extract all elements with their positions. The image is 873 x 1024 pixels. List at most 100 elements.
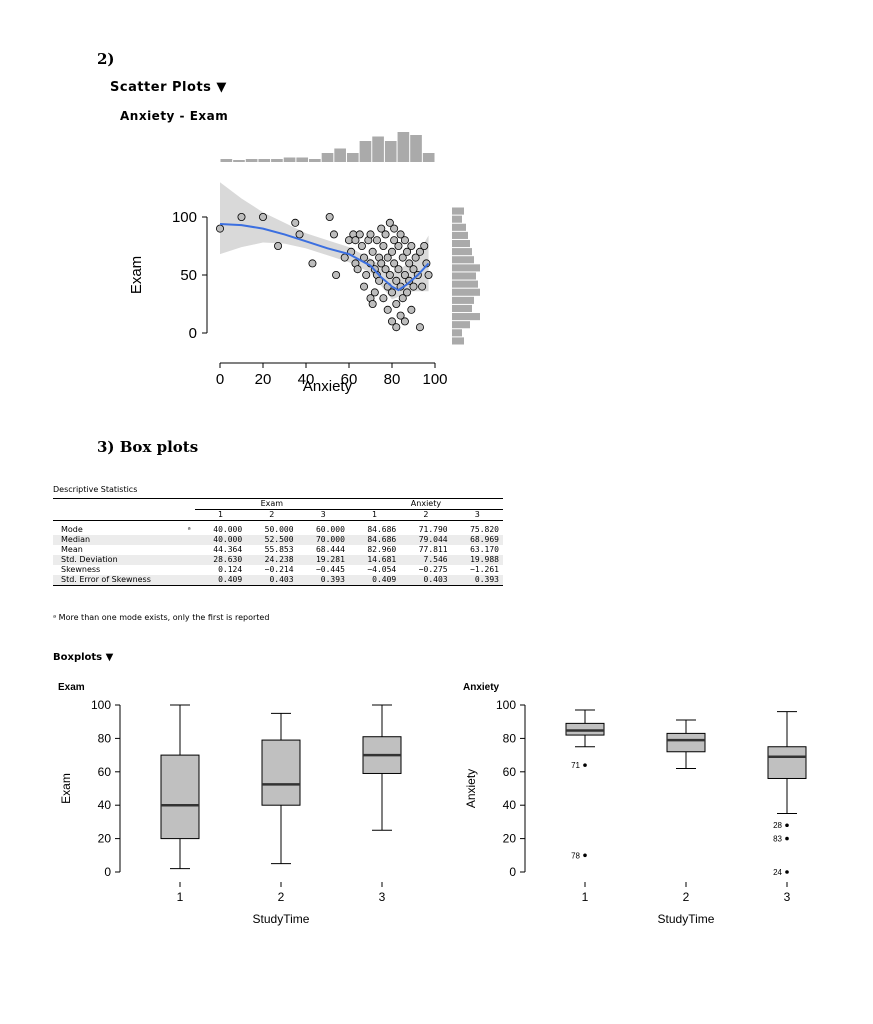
table-cell: −0.214: [264, 565, 294, 574]
data-point: [405, 259, 414, 268]
box: [767, 746, 807, 779]
data-point: [418, 282, 427, 291]
table-cell: 50.000: [264, 525, 294, 534]
table-cell: 68.969: [451, 535, 503, 545]
table-cell: 0.124: [218, 565, 243, 574]
box: [261, 739, 301, 806]
data-point: [379, 242, 388, 251]
outlier-label: 71: [571, 761, 580, 770]
table-row: Median 40.000 52.500 70.000 84.686 79.044 68.9…: [53, 535, 503, 545]
outlier-point: [785, 870, 789, 874]
data-point: [372, 236, 381, 245]
exam-box-elements: 0 20 40 60 80 100 1 2 3: [91, 698, 402, 904]
data-point: [398, 253, 407, 262]
data-point: [400, 270, 409, 279]
x-axis-label: Anxiety: [303, 378, 353, 395]
descriptives-table: Exam Anxiety 1 2 3 1 2 3 Mode ᵃ 40.000 50.0…: [53, 498, 503, 586]
y-tick-label: 0: [189, 325, 197, 342]
data-point: [291, 218, 300, 227]
outlier-label: 83: [773, 835, 782, 844]
descriptives-footnote: ᵃ More than one mode exists, only the fi…: [53, 613, 270, 622]
histogram-bar: [309, 159, 321, 162]
y-tick-label: 80: [98, 731, 112, 745]
y-tick-label: 50: [180, 267, 197, 284]
histogram-bar: [372, 136, 384, 162]
x-tick-label: 40: [298, 371, 315, 388]
data-point: [237, 213, 246, 222]
table-cell: 7.546: [400, 555, 452, 565]
y-tick-label: 100: [496, 698, 516, 712]
table-cell: 52.500: [246, 535, 298, 545]
histogram-bar: [452, 321, 470, 329]
outlier-point: [583, 853, 587, 858]
outlier-label: 24: [773, 868, 782, 877]
data-point: [409, 282, 418, 291]
data-point: [368, 299, 377, 308]
x-tick-label: 0: [216, 371, 224, 388]
x-tick-label: 2: [683, 890, 690, 904]
row-label: Std. Error of Skewness: [53, 575, 195, 586]
group-header-anxiety: Anxiety: [348, 498, 503, 510]
histogram-bar: [233, 160, 245, 162]
histogram-bar: [452, 256, 474, 264]
corner-cell: [53, 509, 195, 521]
table-cell: 24.238: [246, 555, 298, 565]
table-cell: 63.170: [470, 545, 499, 554]
anxiety-box-elements: 0 20 40 60 80 100 71 78 1 2 28 83 24 3: [496, 698, 807, 904]
table-cell: 14.681: [348, 555, 401, 565]
box: [565, 722, 605, 736]
data-point: [390, 259, 399, 268]
x-tick-label: 3: [379, 890, 386, 904]
table-row: Mean 44.364 55.853 68.444 82.960 77.811 63.170: [53, 545, 503, 555]
table-row: Skewness 0.124 −0.214 −0.445 −4.054 −0.275 −1.…: [53, 565, 503, 575]
histogram-bar: [283, 157, 296, 162]
data-point: [381, 230, 390, 239]
histogram-bar: [271, 159, 283, 162]
y-tick-label: 100: [172, 209, 197, 226]
histogram-bar: [410, 135, 422, 162]
histogram-bar: [452, 215, 462, 223]
table-cell: 60.000: [315, 525, 345, 534]
histogram-bar: [296, 157, 309, 162]
y-axis-label: Exam: [59, 773, 73, 804]
data-point: [385, 270, 394, 279]
table-cell: 0.393: [297, 575, 349, 586]
scatter-chart: 0 20 40 60 80 100 0 50 100 Anxiety Exam: [128, 132, 480, 395]
scatter-plots-heading[interactable]: Scatter Plots ▼: [110, 80, 227, 95]
exam-boxplot: Exam 0 20 40 60 80 100 1 2 3 StudyTime Exam: [58, 682, 402, 926]
data-point: [366, 230, 375, 239]
histogram-bar: [452, 296, 474, 304]
row-label: Mean: [61, 545, 83, 554]
histogram-bar: [258, 159, 271, 162]
table-cell: 28.630: [194, 555, 247, 565]
x-tick-label: 3: [784, 890, 791, 904]
box: [666, 732, 706, 753]
data-point: [216, 224, 225, 233]
table-row: Std. Deviation 28.630 24.238 19.281 14.681 7.…: [53, 555, 503, 565]
data-point: [308, 259, 317, 268]
group-header-exam: Exam: [194, 498, 349, 510]
data-point: [362, 270, 371, 279]
table-cell: 0.409: [194, 575, 247, 586]
boxplots-heading[interactable]: Boxplots ▼: [53, 652, 114, 663]
y-tick-label: 0: [509, 865, 516, 879]
data-point: [353, 265, 362, 274]
table-cell: −0.275: [418, 565, 448, 574]
data-point: [409, 265, 418, 274]
row-label: Skewness: [61, 565, 101, 574]
data-point: [420, 242, 429, 251]
data-point: [400, 236, 409, 245]
fit-line: [219, 222, 430, 292]
data-point: [424, 270, 433, 279]
corner-cell: [53, 498, 195, 510]
table-cell: 79.044: [400, 535, 452, 545]
data-point: [390, 224, 399, 233]
table-row: Mode ᵃ 40.000 50.000 60.000 84.686 71.790 75.82…: [53, 521, 503, 536]
data-point: [387, 317, 396, 326]
scatter-axes: 0 20 40 60 80 100 0 50 100: [172, 209, 448, 388]
table-cell: 0.393: [451, 575, 503, 586]
table-cell: 70.000: [297, 535, 349, 545]
data-point: [411, 253, 420, 262]
y-tick-label: 80: [503, 731, 517, 745]
col-header: 1: [348, 509, 401, 521]
